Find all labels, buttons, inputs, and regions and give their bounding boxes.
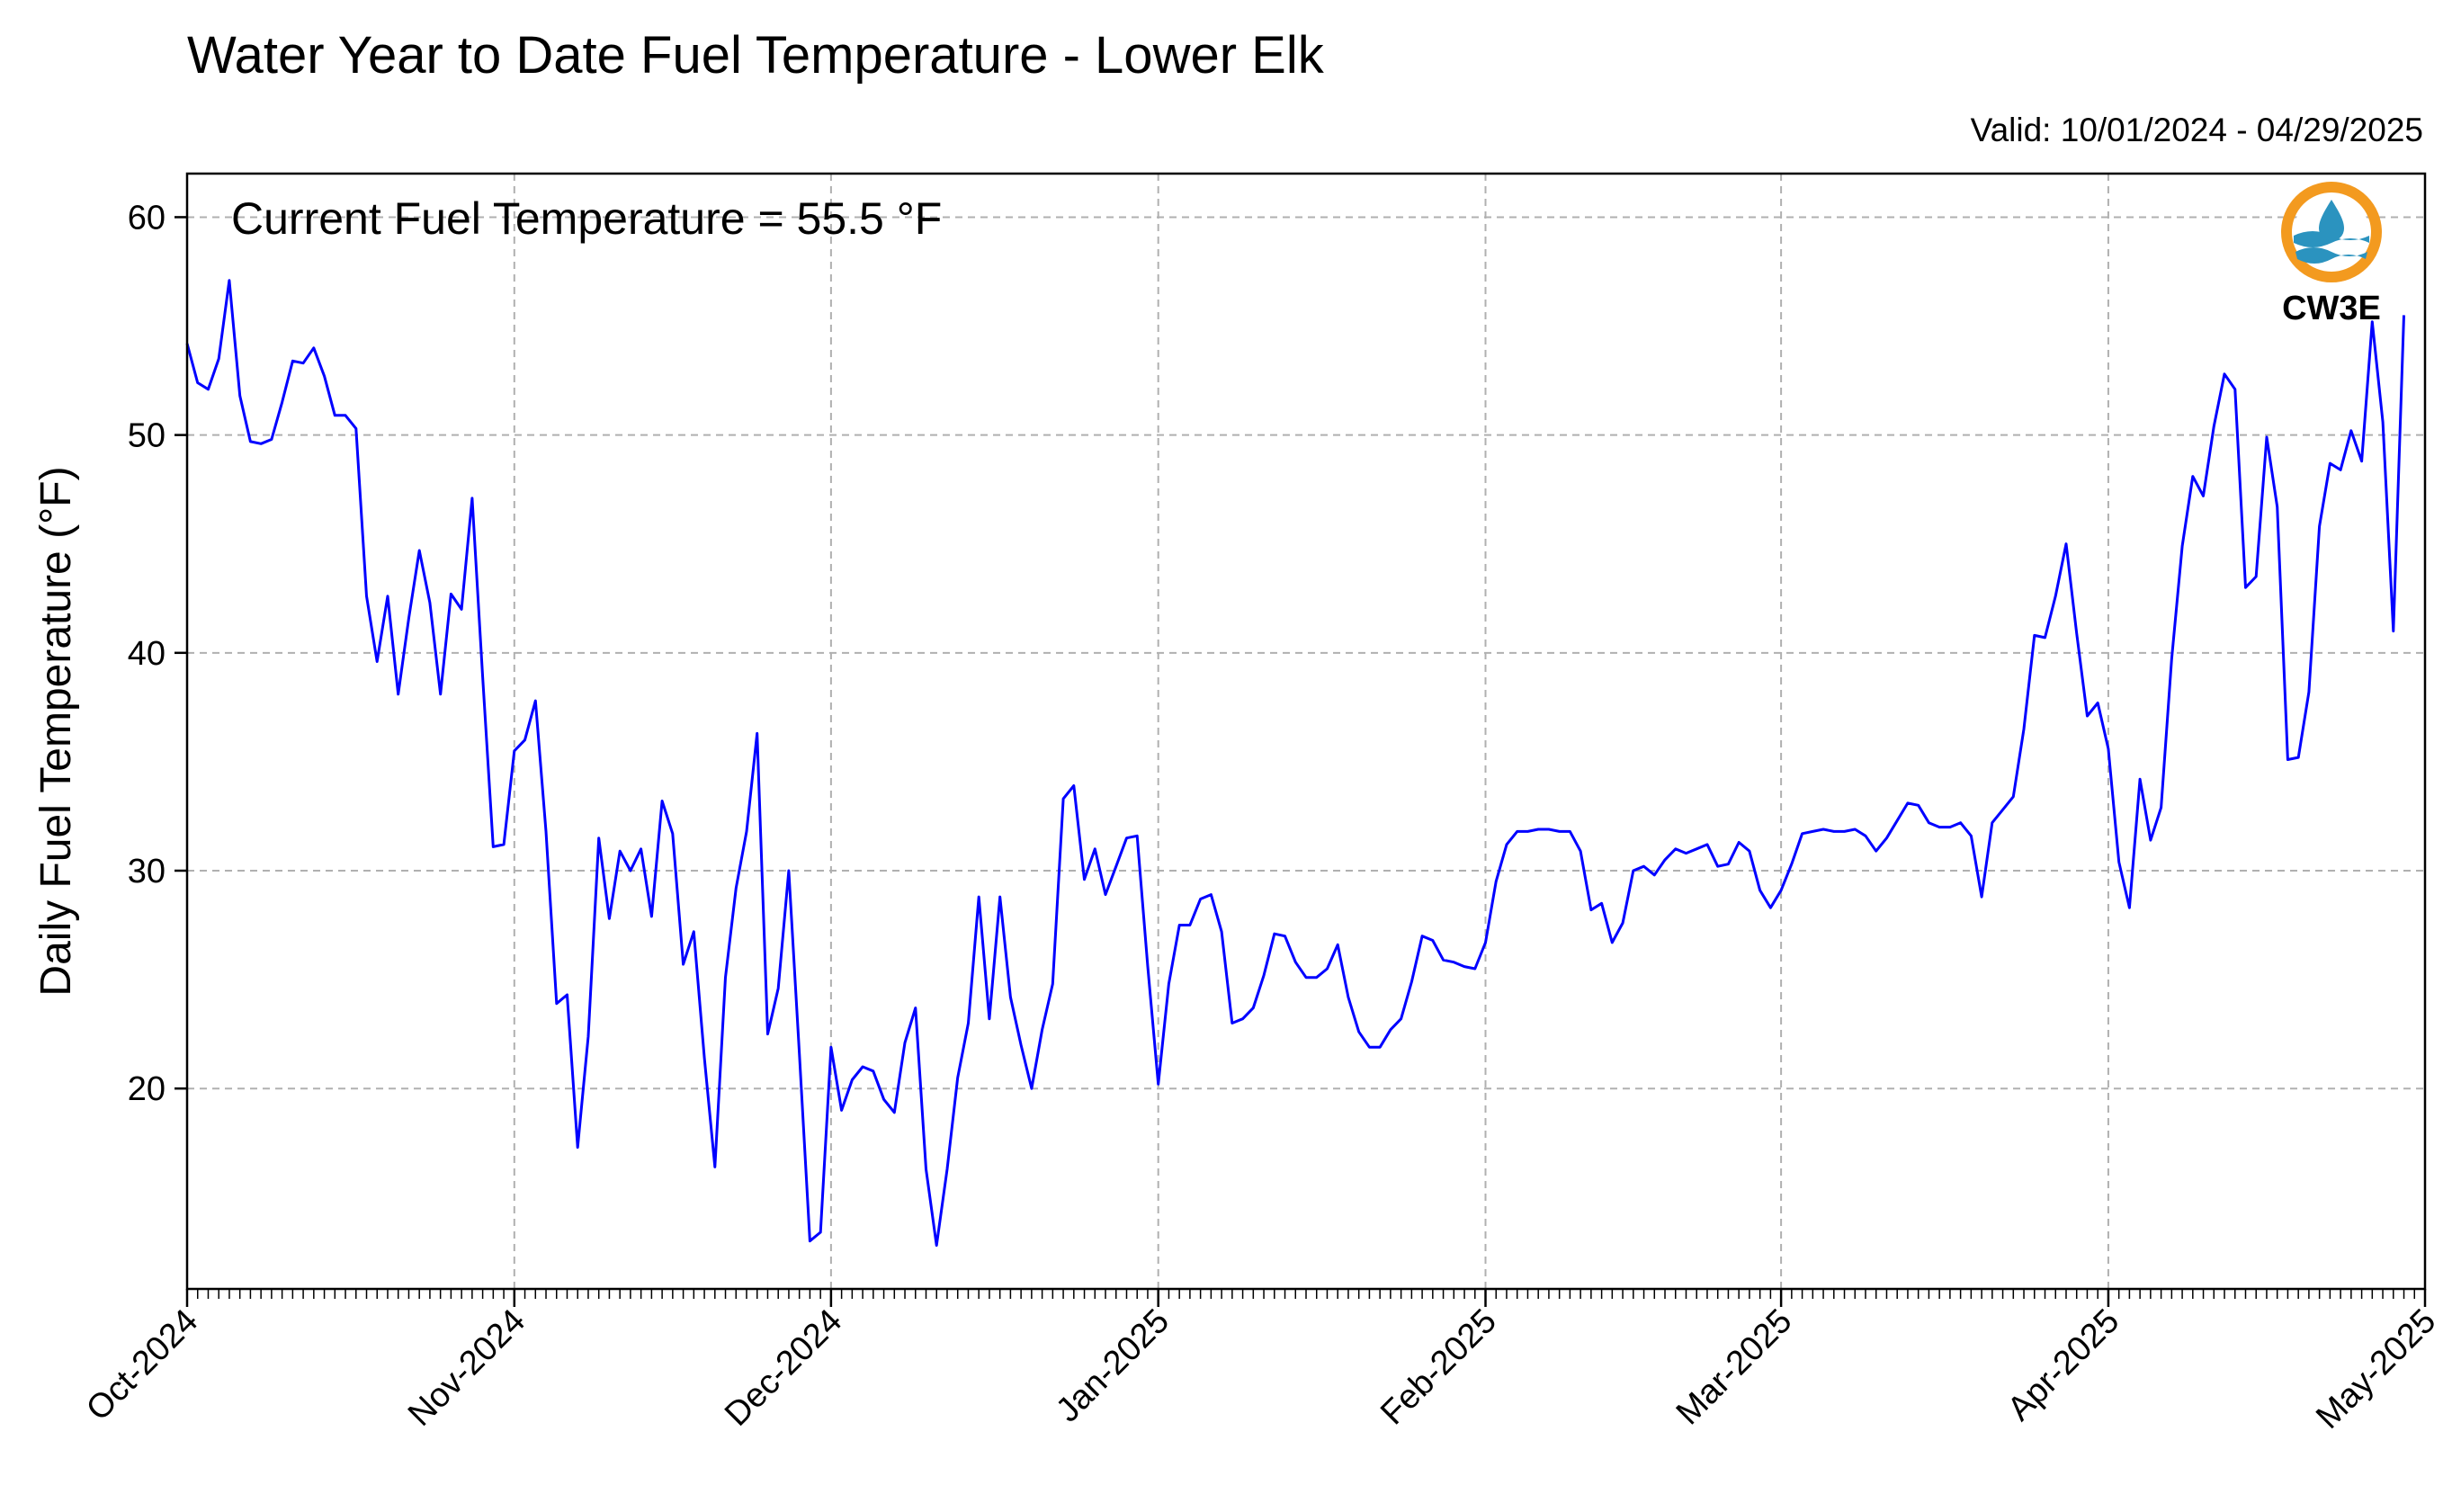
valid-date-range: Valid: 10/01/2024 - 04/29/2025	[1970, 112, 2423, 148]
x-tick-label: Mar-2025	[1669, 1302, 1800, 1433]
axis-ticks	[175, 216, 2427, 1307]
x-tick-label: Oct-2024	[79, 1302, 205, 1428]
plot-frame	[185, 172, 2427, 1291]
y-tick-label: 20	[128, 1070, 166, 1108]
y-tick-label: 60	[128, 199, 166, 237]
x-tick-label: Feb-2025	[1374, 1302, 1504, 1433]
x-tick-label: Apr-2025	[2000, 1302, 2126, 1428]
x-tick-label: May-2025	[2309, 1302, 2443, 1436]
series-line	[185, 279, 2405, 1248]
chart-title: Water Year to Date Fuel Temperature - Lo…	[187, 26, 1324, 85]
y-tick-label: 50	[128, 417, 166, 455]
logo-text: CW3E	[2282, 290, 2381, 327]
y-axis-title: Daily Fuel Temperature (°F)	[32, 466, 80, 996]
cw3e-logo: CW3E	[2281, 182, 2382, 327]
y-tick-label: 40	[128, 635, 166, 673]
logo-wave-icon-2	[2295, 247, 2367, 264]
grid-lines	[187, 174, 2425, 1289]
logo-ring-icon	[2281, 182, 2382, 282]
axis-labels: Oct-2024 Nov-2024 Dec-2024 Jan-2025 Feb-2025…	[79, 199, 2443, 1436]
y-tick-label: 30	[128, 853, 166, 890]
x-tick-label: Dec-2024	[718, 1302, 849, 1434]
x-tick-label: Nov-2024	[401, 1302, 532, 1434]
current-fuel-temperature-annotation: Current Fuel Temperature = 55.5 °F	[231, 193, 942, 244]
x-tick-label: Jan-2025	[1049, 1302, 1177, 1430]
logo-drop-icon	[2319, 200, 2344, 241]
